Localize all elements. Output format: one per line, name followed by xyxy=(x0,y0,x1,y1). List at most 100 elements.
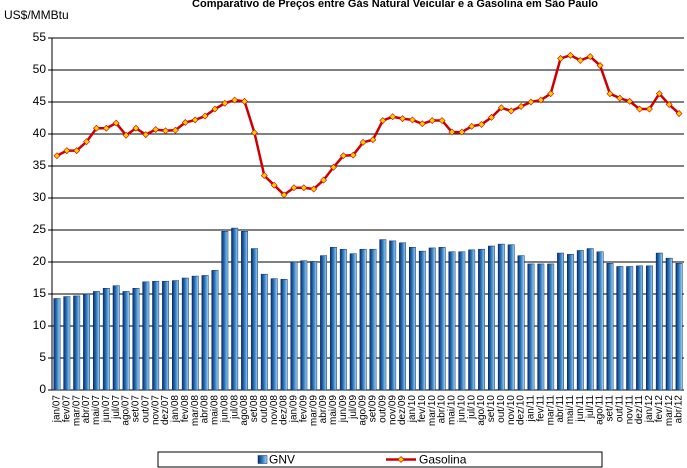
x-tick-label: out/10 xyxy=(496,395,507,423)
bar xyxy=(557,252,565,391)
marker xyxy=(359,138,367,146)
x-tick-label: ago/09 xyxy=(358,395,369,426)
x-tick-label: mar/09 xyxy=(308,395,319,427)
marker xyxy=(497,104,505,112)
x-tick-label: dez/11 xyxy=(634,395,645,425)
x-tick-label: nov/11 xyxy=(624,395,635,425)
marker xyxy=(339,152,347,160)
bar xyxy=(181,277,189,391)
x-tick-label: mai/07 xyxy=(91,395,102,425)
x-tick-label: nov/07 xyxy=(150,395,161,425)
y-tick-label: 45 xyxy=(33,94,47,108)
x-tick-label: mar/07 xyxy=(71,395,82,427)
bar xyxy=(527,263,535,391)
marker xyxy=(93,124,100,132)
marker xyxy=(369,136,377,144)
x-tick-label: dez/09 xyxy=(397,395,408,425)
marker xyxy=(389,113,397,121)
legend-label: GNV xyxy=(269,453,295,467)
bar xyxy=(606,263,614,391)
x-tick-label: dez/07 xyxy=(160,395,171,425)
bar xyxy=(102,287,110,391)
bar xyxy=(566,254,574,391)
x-tick-label: nov/08 xyxy=(269,395,280,425)
bar xyxy=(675,263,683,391)
marker xyxy=(626,97,634,105)
bar xyxy=(596,251,604,391)
bar xyxy=(221,231,229,391)
y-tick-label: 15 xyxy=(33,286,47,300)
x-tick-label: nov/10 xyxy=(506,395,517,425)
bar xyxy=(665,257,673,391)
bar xyxy=(201,275,209,391)
bar xyxy=(83,293,91,391)
y-tick-label: 10 xyxy=(33,318,47,332)
x-tick-label: set/09 xyxy=(368,395,379,423)
x-tick-label: abr/08 xyxy=(200,395,211,424)
x-tick-label: ago/10 xyxy=(476,395,487,426)
bar xyxy=(260,273,268,391)
bar xyxy=(645,265,653,391)
y-tick-label: 50 xyxy=(33,62,47,76)
y-tick-label: 30 xyxy=(33,190,47,204)
bar xyxy=(349,253,357,391)
legend-swatch xyxy=(257,455,268,464)
bar xyxy=(418,250,426,391)
marker xyxy=(606,90,614,98)
bar xyxy=(626,266,634,391)
bar xyxy=(250,248,258,391)
bar xyxy=(73,295,81,391)
x-tick-label: mar/08 xyxy=(190,395,201,427)
bar xyxy=(92,291,100,391)
marker xyxy=(586,53,594,60)
x-tick-label: fev/08 xyxy=(180,395,191,423)
x-tick-label: jul/11 xyxy=(585,395,596,420)
bar xyxy=(576,250,584,391)
bar xyxy=(162,280,170,391)
marker xyxy=(517,103,525,110)
bar xyxy=(507,244,515,391)
bar xyxy=(329,247,337,391)
x-tick-label: nov/09 xyxy=(387,395,398,425)
marker xyxy=(162,127,169,135)
bar xyxy=(616,266,624,391)
y-tick-label: 25 xyxy=(33,222,47,236)
marker xyxy=(172,126,179,134)
x-tick-label: ago/07 xyxy=(121,395,132,426)
x-tick-label: jan/08 xyxy=(170,395,181,424)
marker xyxy=(488,113,495,121)
marker xyxy=(201,112,209,120)
marker xyxy=(221,99,229,107)
bar xyxy=(636,265,644,391)
bar xyxy=(586,248,594,391)
x-tick-label: jun/07 xyxy=(101,395,112,424)
marker xyxy=(122,131,130,139)
x-tick-label: fev/11 xyxy=(535,395,546,422)
x-tick-label: mar/12 xyxy=(664,395,675,427)
bar xyxy=(655,252,663,391)
bar xyxy=(399,242,407,391)
marker xyxy=(73,147,81,155)
marker xyxy=(251,129,258,137)
marker xyxy=(330,163,337,171)
x-tick-label: abr/12 xyxy=(674,395,685,424)
bar xyxy=(478,248,486,391)
legend-marker xyxy=(397,456,405,463)
x-tick-label: out/09 xyxy=(377,395,388,423)
marker xyxy=(260,172,268,180)
x-tick-label: mai/09 xyxy=(328,395,339,425)
x-tick-label: abr/07 xyxy=(81,395,92,424)
marker xyxy=(428,117,436,124)
bar xyxy=(359,248,367,391)
bar xyxy=(369,248,377,391)
x-tick-label: jul/08 xyxy=(229,395,240,420)
bar xyxy=(241,231,249,391)
marker xyxy=(152,126,160,133)
x-tick-label: ago/08 xyxy=(239,395,250,426)
x-tick-label: jun/08 xyxy=(219,395,230,424)
x-tick-label: mar/11 xyxy=(545,395,556,426)
x-tick-label: abr/10 xyxy=(437,395,448,424)
x-tick-label: fev/10 xyxy=(417,395,428,423)
marker xyxy=(53,152,61,160)
bar xyxy=(310,261,318,391)
